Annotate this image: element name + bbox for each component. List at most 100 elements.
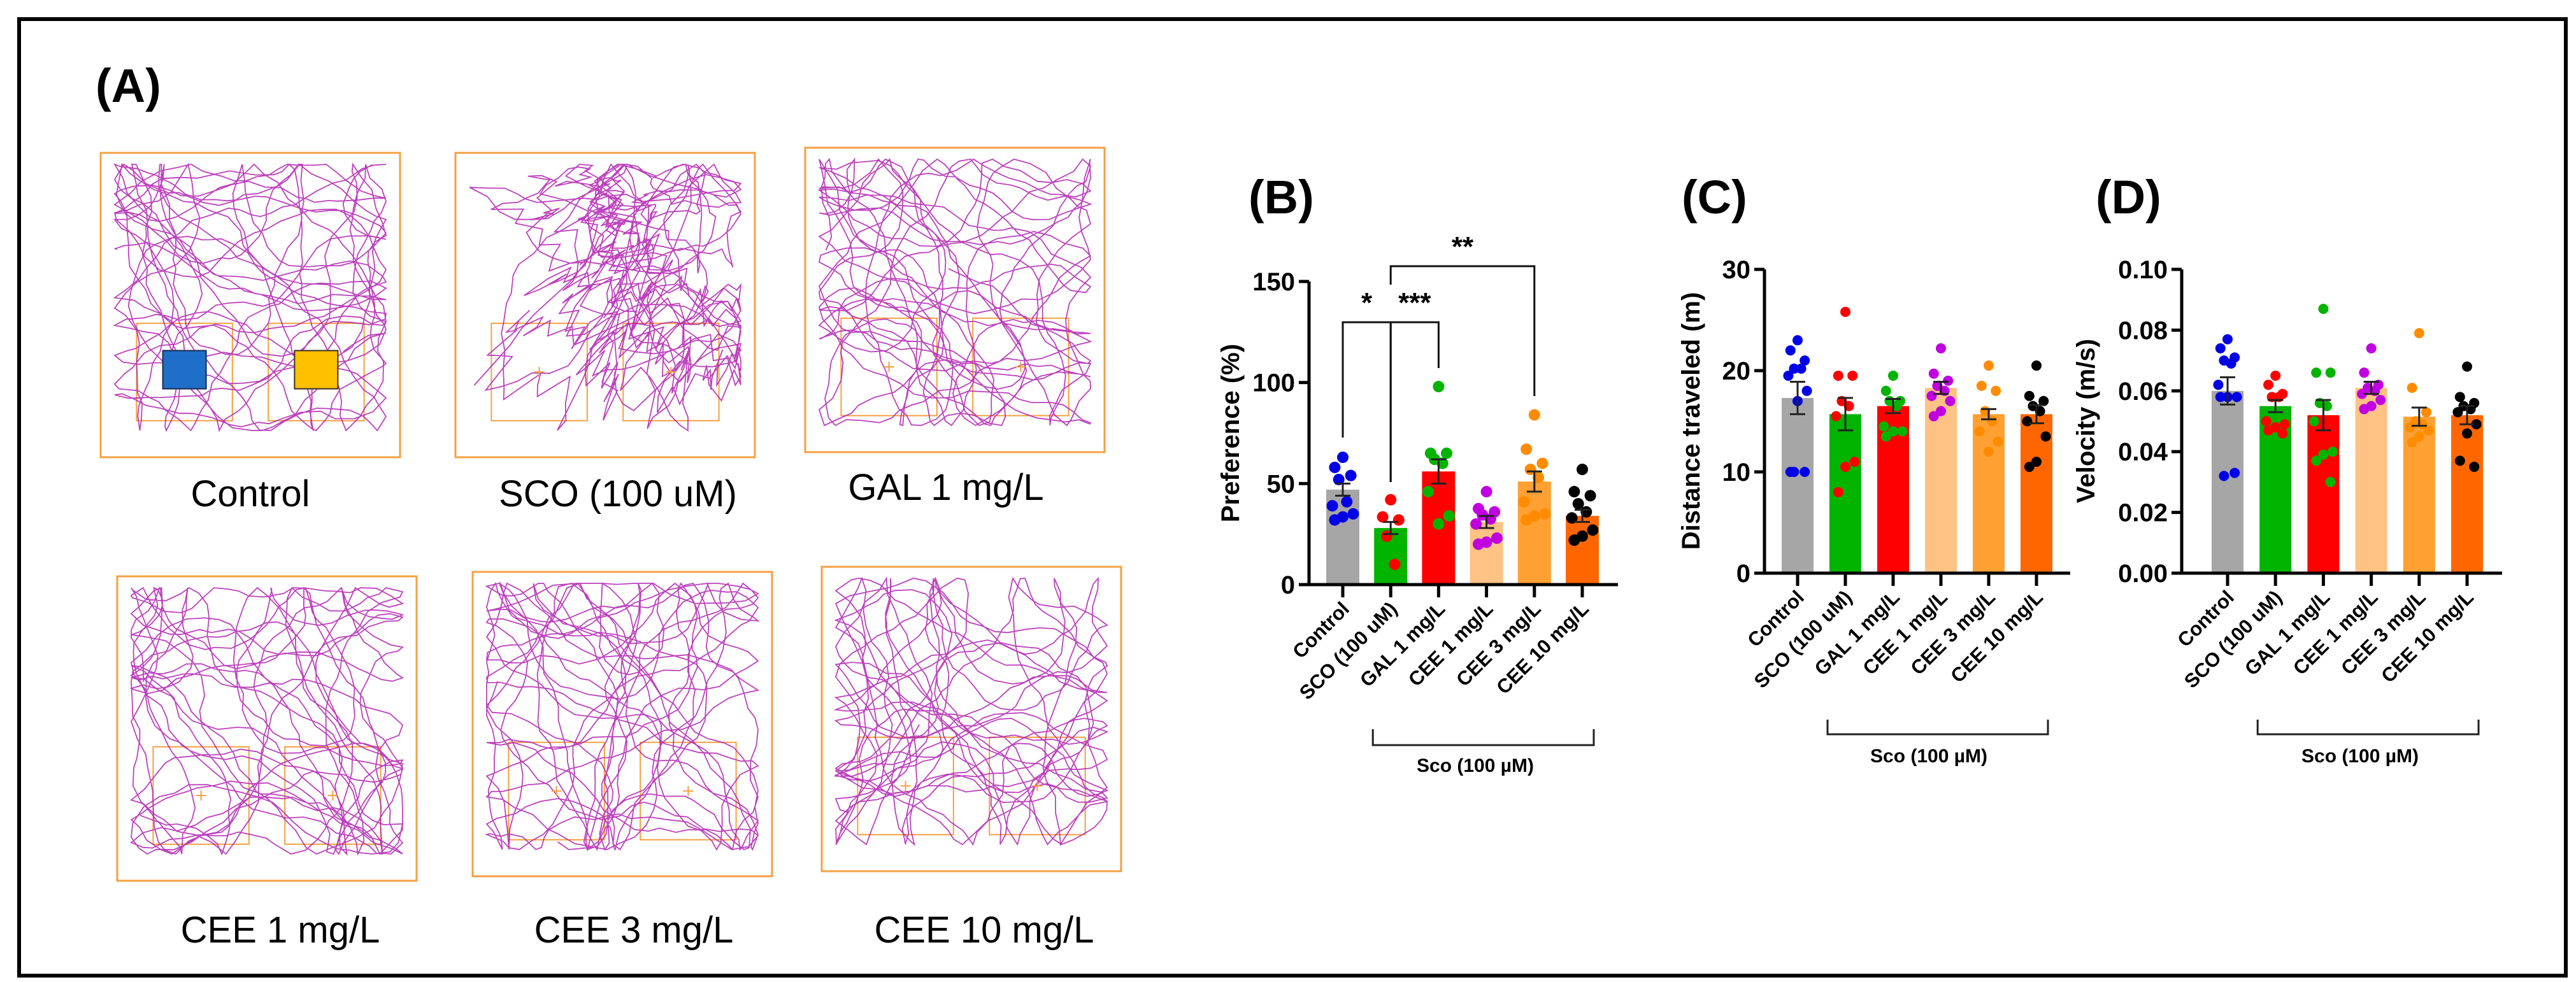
data-point bbox=[2263, 425, 2273, 436]
data-point bbox=[1840, 306, 1850, 317]
error-bar bbox=[1526, 470, 1542, 493]
data-point bbox=[1326, 500, 1338, 512]
data-point bbox=[1897, 426, 1908, 437]
data-point bbox=[1539, 508, 1551, 520]
data-point bbox=[1329, 514, 1341, 526]
data-point bbox=[2222, 334, 2233, 345]
error-bar bbox=[1335, 482, 1350, 497]
maze-label-cee3: CEE 3 mg/L bbox=[534, 909, 734, 951]
data-point bbox=[2471, 419, 2482, 430]
data-point bbox=[2421, 407, 2431, 418]
error-bar bbox=[1431, 458, 1447, 485]
maze-gal bbox=[804, 146, 1106, 453]
data-point bbox=[1533, 471, 1545, 483]
significance-bracket bbox=[1389, 265, 1536, 396]
bar-2 bbox=[2307, 415, 2340, 573]
error-bar bbox=[2315, 399, 2331, 432]
data-point bbox=[2213, 380, 2224, 390]
data-point bbox=[2423, 425, 2434, 436]
significance-bracket bbox=[1389, 321, 1440, 482]
data-point bbox=[1536, 457, 1549, 469]
data-point bbox=[2311, 367, 2322, 378]
y-tick-label: 20 bbox=[1722, 357, 1751, 385]
data-point bbox=[2277, 428, 2288, 439]
data-point bbox=[2261, 416, 2272, 427]
y-tick-label: 30 bbox=[1722, 256, 1751, 284]
data-point bbox=[1943, 375, 1954, 386]
data-point bbox=[1849, 457, 1860, 467]
object-zone-right bbox=[284, 746, 382, 845]
data-point bbox=[1783, 370, 1794, 381]
y-tick-label: 0.10 bbox=[2118, 256, 2168, 284]
error-bar bbox=[1790, 380, 1805, 415]
data-point bbox=[2357, 388, 2368, 399]
figure-border bbox=[17, 17, 2568, 978]
maze-cee1 bbox=[116, 575, 418, 882]
panel-letter-a: (A) bbox=[96, 59, 161, 112]
data-point bbox=[1936, 406, 1946, 416]
data-point bbox=[1436, 457, 1449, 469]
data-point bbox=[2462, 428, 2472, 439]
data-point bbox=[1385, 494, 1397, 506]
data-point bbox=[2231, 392, 2242, 402]
data-point bbox=[1433, 518, 1445, 530]
data-point bbox=[1572, 498, 1584, 510]
data-point bbox=[1337, 452, 1349, 464]
object-zone-left bbox=[840, 317, 938, 416]
chart-velocity: (D) Velocity (m/s) Sco (100 µM) 0.00 0.02… bbox=[2072, 171, 2502, 767]
data-point bbox=[2325, 476, 2336, 487]
maze-group bbox=[99, 146, 1122, 882]
error-bar bbox=[1478, 515, 1494, 529]
data-point bbox=[1422, 486, 1435, 498]
data-point bbox=[1345, 469, 1357, 481]
zone-center-marker-icon bbox=[551, 786, 562, 797]
zone-center-marker-icon bbox=[683, 786, 694, 797]
zone-center-marker-icon bbox=[1015, 362, 1026, 373]
data-point bbox=[1831, 411, 1842, 422]
data-point bbox=[1441, 447, 1452, 459]
panel-letter-d: (D) bbox=[2096, 171, 2161, 224]
data-point bbox=[1528, 409, 1540, 421]
data-point bbox=[1377, 511, 1389, 523]
movement-trajectory bbox=[485, 581, 760, 851]
data-point bbox=[1880, 385, 1891, 396]
zone-center-marker-icon bbox=[900, 781, 911, 792]
data-point bbox=[2454, 455, 2465, 466]
data-point bbox=[2031, 457, 2042, 467]
error-bar bbox=[1933, 380, 1949, 395]
data-point bbox=[1443, 510, 1455, 522]
error-bar bbox=[1383, 521, 1399, 536]
data-point bbox=[2325, 367, 2336, 378]
group-bracket-label: Sco (100 µM) bbox=[2301, 746, 2419, 767]
data-point bbox=[1792, 335, 1803, 346]
data-point bbox=[2462, 361, 2472, 372]
maze-label-control: Control bbox=[191, 473, 310, 515]
data-point bbox=[2263, 380, 2273, 390]
data-point bbox=[2452, 407, 2463, 418]
data-point bbox=[1392, 514, 1405, 526]
maze-sco bbox=[454, 152, 756, 459]
data-point bbox=[2270, 370, 2281, 381]
panel-letter-c: (C) bbox=[1682, 171, 1747, 224]
data-point bbox=[2038, 395, 2049, 406]
error-bar bbox=[2411, 406, 2427, 427]
y-tick-label: 150 bbox=[1252, 268, 1295, 296]
data-point bbox=[2318, 449, 2329, 460]
zone-center-marker-icon bbox=[196, 790, 206, 801]
bar-5 bbox=[2451, 415, 2483, 573]
data-point bbox=[1843, 401, 1854, 411]
y-tick-label: 0.00 bbox=[2118, 560, 2168, 588]
bar-0 bbox=[2212, 390, 2243, 573]
data-point bbox=[1928, 411, 1939, 422]
data-point bbox=[2359, 367, 2370, 378]
object-zone-right bbox=[622, 322, 720, 422]
group-bracket bbox=[1826, 720, 2049, 736]
data-point bbox=[2028, 401, 2038, 411]
data-point bbox=[1833, 487, 1843, 497]
data-point bbox=[2407, 383, 2417, 394]
maze-label-sco: SCO (100 uM) bbox=[499, 473, 737, 515]
group-bracket-label: Sco (100 µM) bbox=[1417, 755, 1534, 776]
data-point bbox=[1333, 473, 1345, 485]
zone-center-marker-icon bbox=[884, 362, 894, 373]
